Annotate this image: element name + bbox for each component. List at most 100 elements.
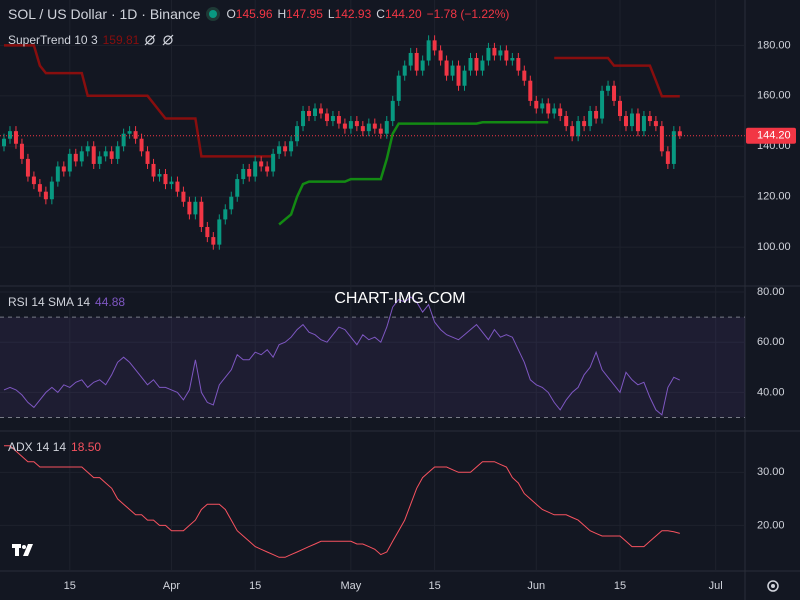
x-tick-label: 15: [614, 580, 626, 592]
candle-body: [384, 121, 389, 134]
candle-body: [157, 174, 162, 177]
candle-body: [653, 121, 658, 127]
candle-body: [2, 138, 7, 147]
candle-body: [623, 116, 628, 127]
header: SOL / US Dollar · 1D · Binance O145.96 H…: [8, 6, 509, 22]
y-tick-label: 180.00: [757, 39, 791, 51]
candle-body: [552, 108, 557, 114]
candle-body: [647, 116, 652, 122]
candle-body: [175, 181, 180, 192]
candle-body: [336, 116, 341, 124]
y-tick-label: 120.00: [757, 191, 791, 203]
candle-body: [318, 108, 323, 114]
candle-body: [360, 126, 365, 132]
rsi-legend: RSI 14 SMA 14 44.88: [8, 295, 125, 309]
candle-body: [49, 181, 54, 200]
y-tick-label: 80.00: [757, 286, 785, 298]
candle-body: [426, 40, 431, 61]
legend-name: ADX 14 14: [8, 440, 67, 454]
candle-body: [211, 237, 216, 245]
x-tick-label: Jun: [527, 580, 545, 592]
candle-body: [31, 176, 36, 185]
candle-body: [283, 146, 288, 152]
hidden-icons: [144, 34, 174, 46]
status-dot: [206, 7, 221, 21]
candle-body: [641, 116, 646, 132]
supertrend-up: [278, 121, 549, 226]
candle-body: [241, 168, 246, 180]
candle-body: [324, 113, 329, 122]
price-tag: [746, 127, 796, 144]
price-tag-label: 144.20: [757, 130, 791, 142]
candle-body: [217, 219, 222, 245]
candle-body: [223, 209, 228, 220]
candle-body: [498, 50, 503, 56]
ohlc-key: C: [376, 7, 385, 21]
candle-body: [301, 110, 306, 127]
candle-body: [564, 116, 569, 127]
candle-body: [414, 52, 419, 71]
supertrend-down: [4, 44, 680, 158]
candle-body: [163, 174, 168, 185]
ohlc-key: H: [277, 7, 287, 21]
candle-body: [307, 110, 312, 117]
candle-body: [522, 70, 527, 81]
candle-body: [271, 153, 276, 172]
rsi-band: [0, 317, 745, 418]
candle-body: [390, 100, 395, 122]
candle-body: [181, 191, 186, 202]
candle-body: [671, 131, 676, 164]
candle-body: [612, 85, 617, 101]
legend-value: 44.88: [95, 295, 126, 309]
adx-legend: ADX 14 14 18.50: [8, 440, 101, 454]
candle-body: [677, 131, 682, 136]
x-tick-label: 15: [428, 580, 440, 592]
candle-body: [450, 65, 455, 76]
x-tick-label: May: [340, 580, 361, 592]
indicator-line: [3, 296, 681, 416]
watermark: CHART-IMG.COM: [334, 290, 466, 307]
candle-body: [486, 47, 491, 61]
candle-body: [330, 116, 335, 122]
candle-body: [528, 80, 533, 101]
candle-body: [259, 161, 264, 167]
candle-body: [420, 60, 425, 71]
y-tick-label: 30.00: [757, 466, 785, 478]
candle-body: [103, 151, 108, 157]
candle-body: [312, 108, 317, 117]
candle-body: [378, 128, 383, 134]
candle-body: [456, 65, 461, 86]
indicator-line: [4, 445, 680, 558]
logo: [12, 544, 33, 556]
candle-body: [97, 156, 102, 164]
candle-body: [540, 103, 545, 109]
candle-body: [145, 151, 150, 164]
candle-body: [629, 113, 634, 127]
candle-body: [169, 181, 174, 185]
candle-body: [396, 75, 401, 101]
candle-body: [372, 123, 377, 129]
candle-body: [570, 126, 575, 137]
candle-body: [277, 146, 282, 154]
candle-body: [618, 100, 623, 117]
legend-value: 159.81: [102, 33, 140, 47]
settings-icon[interactable]: [764, 577, 782, 595]
candle-body: [295, 126, 300, 142]
candle-body: [109, 151, 114, 159]
candle-body: [91, 146, 96, 164]
candle-body: [55, 166, 60, 182]
candle-body: [127, 131, 132, 134]
symbol-title: SOL / US Dollar · 1D · Binance: [8, 6, 201, 22]
candle-body: [115, 146, 120, 159]
candle-body: [438, 50, 443, 61]
legend-name: RSI 14 SMA 14: [8, 295, 91, 309]
candle-body: [588, 110, 593, 127]
candle-body: [408, 52, 413, 66]
candle-body: [7, 131, 12, 139]
candle-body: [37, 184, 42, 192]
ohlc-value: 144.20: [384, 7, 422, 21]
candle-body: [366, 123, 371, 132]
ohlc-value: 145.96: [235, 7, 273, 21]
candle-body: [199, 201, 204, 227]
